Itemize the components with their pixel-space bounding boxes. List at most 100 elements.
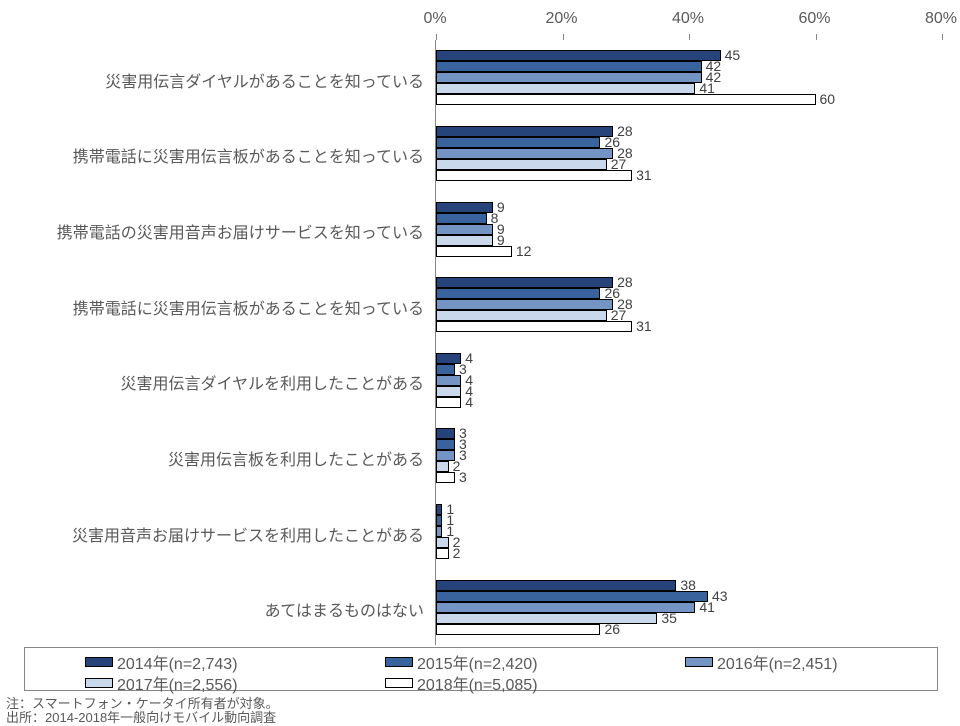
x-tick-mark: [942, 34, 943, 40]
bar-value-label: 31: [636, 321, 652, 332]
footnote-2: 出所：2014-2018年一般向けモバイル動向調査: [6, 707, 276, 726]
bar-value-label: 45: [725, 50, 741, 61]
bar: [436, 321, 632, 332]
bar-value-label: 27: [611, 159, 627, 170]
bar-value-label: 12: [516, 246, 532, 257]
bar: [436, 397, 461, 408]
category-label: 災害用伝言ダイヤルがあることを知っている: [0, 68, 430, 92]
bar-value-label: 35: [661, 613, 677, 624]
bar: [436, 461, 449, 472]
bar-value-label: 60: [820, 94, 836, 105]
legend: 2014年(n=2,743)2015年(n=2,420)2016年(n=2,45…: [24, 647, 938, 691]
category-label: あてはまるものはない: [0, 597, 430, 621]
bar: [436, 224, 493, 235]
bar-value-label: 31: [636, 170, 652, 181]
bar-value-label: 3: [459, 472, 467, 483]
legend-swatch: [385, 678, 413, 688]
x-tick-mark: [436, 34, 437, 40]
bar: [436, 386, 461, 397]
bar: [436, 72, 702, 83]
bar-value-label: 9: [497, 235, 505, 246]
bar: [436, 126, 613, 137]
bar-value-label: 41: [699, 83, 715, 94]
bar-group: 11122: [436, 504, 941, 559]
bar-value-label: 26: [604, 624, 620, 635]
category-label: 携帯電話の災害用音声お届けサービスを知っている: [0, 219, 430, 243]
bar: [436, 602, 695, 613]
category-label: 携帯電話に災害用伝言板があることを知っている: [0, 295, 430, 319]
legend-label: 2016年(n=2,451): [717, 650, 838, 674]
bar-value-label: 41: [699, 602, 715, 613]
bar: [436, 624, 600, 635]
bar-group: 33323: [436, 428, 941, 483]
legend-swatch: [685, 657, 713, 667]
bar-group: 989912: [436, 202, 941, 257]
bar-value-label: 9: [497, 202, 505, 213]
legend-item: 2017年(n=2,556): [85, 671, 238, 695]
bar-value-label: 3: [459, 450, 467, 461]
legend-swatch: [385, 657, 413, 667]
bar: [436, 170, 632, 181]
bar: [436, 159, 607, 170]
bar: [436, 83, 695, 94]
bar: [436, 310, 607, 321]
legend-item: 2018年(n=5,085): [385, 671, 538, 695]
legend-swatch: [85, 678, 113, 688]
y-axis-labels: 災害用伝言ダイヤルがあることを知っている携帯電話に災害用伝言板があることを知って…: [0, 40, 430, 645]
bar: [436, 428, 455, 439]
bar-group: 4542424160: [436, 50, 941, 105]
bar: [436, 526, 442, 537]
bar: [436, 580, 676, 591]
bar: [436, 50, 721, 61]
bar-value-label: 38: [680, 580, 696, 591]
x-tick-label: 0%: [423, 10, 446, 28]
bar: [436, 504, 442, 515]
bar: [436, 137, 600, 148]
x-tick-label: 80%: [925, 10, 957, 28]
x-tick-mark: [816, 34, 817, 40]
bar: [436, 61, 702, 72]
legend-swatch: [85, 657, 113, 667]
bar: [436, 439, 455, 450]
bar: [436, 299, 613, 310]
bar: [436, 246, 512, 257]
bar-value-label: 4: [465, 397, 473, 408]
bar: [436, 515, 442, 526]
legend-label: 2017年(n=2,556): [117, 671, 238, 695]
bar: [436, 375, 461, 386]
bar: [436, 472, 455, 483]
x-tick-label: 60%: [798, 10, 830, 28]
bar-group: 3843413526: [436, 580, 941, 635]
bar: [436, 548, 449, 559]
bar: [436, 235, 493, 246]
bar: [436, 213, 487, 224]
bar-group: 2826282731: [436, 126, 941, 181]
bar: [436, 288, 600, 299]
category-label: 災害用音声お届けサービスを利用したことがある: [0, 522, 430, 546]
bar-group: 2826282731: [436, 277, 941, 332]
plot-area: 4542424160282628273198991228262827314344…: [435, 40, 941, 645]
bar: [436, 591, 708, 602]
bar: [436, 94, 816, 105]
bar: [436, 364, 455, 375]
bar: [436, 353, 461, 364]
bar-value-label: 27: [611, 310, 627, 321]
bar: [436, 277, 613, 288]
bar: [436, 148, 613, 159]
bar-group: 43444: [436, 353, 941, 408]
x-tick-mark: [563, 34, 564, 40]
bar-value-label: 2: [453, 548, 461, 559]
category-label: 災害用伝言ダイヤルを利用したことがある: [0, 370, 430, 394]
x-axis: 0%20%40%60%80%: [435, 0, 955, 40]
category-label: 災害用伝言板を利用したことがある: [0, 446, 430, 470]
bar: [436, 613, 657, 624]
category-label: 携帯電話に災害用伝言板があることを知っている: [0, 143, 430, 167]
legend-label: 2018年(n=5,085): [417, 671, 538, 695]
x-tick-mark: [689, 34, 690, 40]
x-tick-label: 40%: [672, 10, 704, 28]
legend-item: 2016年(n=2,451): [685, 650, 838, 674]
x-tick-label: 20%: [545, 10, 577, 28]
chart-container: 0% 20% 40% 60% 80% 災害用伝言ダイヤルがあることを知っている携帯電話に…: [0, 0, 960, 720]
bar: [436, 202, 493, 213]
bar: [436, 537, 449, 548]
